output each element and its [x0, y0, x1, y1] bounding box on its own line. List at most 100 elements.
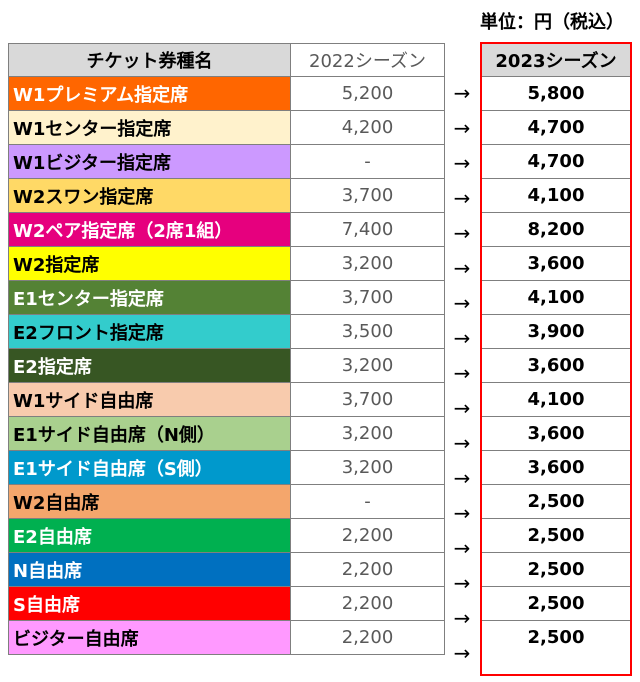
ticket-name-cell: E2指定席: [8, 348, 291, 383]
price-2022-cell: 5,200: [290, 76, 445, 111]
ticket-name-cell: E1サイド自由席（N側）: [8, 416, 291, 451]
ticket-price-table-2022: チケット券種名 2022シーズン W1プレミアム指定席 5,200 W1センター指定…: [8, 43, 445, 655]
table-row: W2ペア指定席（2席1組） 7,400: [8, 212, 445, 247]
ticket-name-cell: W1センター指定席: [8, 110, 291, 145]
price-2023-cell: 2,500: [482, 484, 630, 519]
arrow-icon: →: [453, 186, 471, 210]
table-row: 4,700: [482, 110, 630, 145]
table-row: W2指定席 3,200: [8, 246, 445, 281]
arrow-icon: →: [453, 81, 471, 105]
arrow-icon: →: [453, 396, 471, 420]
price-2023-cell: 4,100: [482, 178, 630, 213]
price-2023-cell: 5,800: [482, 76, 630, 111]
ticket-name-cell: W2自由席: [8, 484, 291, 519]
table-row: 8,200: [482, 212, 630, 247]
table-row: 2,500: [482, 620, 630, 654]
arrow-icon: →: [453, 536, 471, 560]
table-row: 3,900: [482, 314, 630, 349]
price-2023-cell: 8,200: [482, 212, 630, 247]
table-row: 5,800: [482, 76, 630, 111]
table-header-row: 2023シーズン: [482, 44, 630, 77]
price-2022-cell: 3,700: [290, 178, 445, 213]
price-2022-cell: 3,200: [290, 450, 445, 485]
table-row: E2フロント指定席 3,500: [8, 314, 445, 349]
table-row: 3,600: [482, 416, 630, 451]
table-row: W1プレミアム指定席 5,200: [8, 76, 445, 111]
table-row: 3,600: [482, 246, 630, 281]
table-row: 2,500: [482, 484, 630, 519]
price-2023-cell: 2,500: [482, 552, 630, 587]
ticket-name-cell: E1センター指定席: [8, 280, 291, 315]
unit-label: 単位：円（税込）: [480, 12, 624, 33]
price-2023-cell: 3,600: [482, 246, 630, 281]
price-2022-cell: 2,200: [290, 518, 445, 553]
table-row: 4,700: [482, 144, 630, 179]
ticket-name-cell: W2指定席: [8, 246, 291, 281]
ticket-name-cell: W1サイド自由席: [8, 382, 291, 417]
table-row: E1サイド自由席（N側） 3,200: [8, 416, 445, 451]
arrow-icon: →: [453, 571, 471, 595]
table-row: 3,600: [482, 450, 630, 485]
arrow-icon: →: [453, 431, 471, 455]
table-row: W1センター指定席 4,200: [8, 110, 445, 145]
table-row: 2,500: [482, 552, 630, 587]
price-2022-cell: 2,200: [290, 552, 445, 587]
price-2023-cell: 3,900: [482, 314, 630, 349]
arrow-icon: →: [453, 606, 471, 630]
arrow-icon: →: [453, 116, 471, 140]
table-row: W2スワン指定席 3,700: [8, 178, 445, 213]
table-row: W1ビジター指定席 -: [8, 144, 445, 179]
arrow-icon: →: [453, 256, 471, 280]
header-ticket-name: チケット券種名: [8, 43, 291, 77]
table-row: N自由席 2,200: [8, 552, 445, 587]
price-2022-cell: 3,700: [290, 382, 445, 417]
price-2023-cell: 2,500: [482, 586, 630, 621]
ticket-name-cell: W2ペア指定席（2席1組）: [8, 212, 291, 247]
ticket-price-table-2023: 2023シーズン 5,800 4,700 4,700 4,100 8,200 3,600 4…: [482, 44, 630, 654]
price-2022-cell: 3,200: [290, 416, 445, 451]
price-2022-cell: 2,200: [290, 586, 445, 621]
price-2023-cell: 4,700: [482, 144, 630, 179]
ticket-name-cell: E2自由席: [8, 518, 291, 553]
arrow-icon: →: [453, 466, 471, 490]
price-2023-cell: 3,600: [482, 348, 630, 383]
price-2022-cell: 3,500: [290, 314, 445, 349]
table-row: E2指定席 3,200: [8, 348, 445, 383]
table-row: E2自由席 2,200: [8, 518, 445, 553]
arrow-icon: →: [453, 326, 471, 350]
price-2023-cell: 4,100: [482, 382, 630, 417]
arrow-icon: →: [453, 221, 471, 245]
table-row: ビジター自由席 2,200: [8, 620, 445, 655]
table-row: 2,500: [482, 586, 630, 621]
table-row: 3,600: [482, 348, 630, 383]
ticket-name-cell: W2スワン指定席: [8, 178, 291, 213]
price-2022-cell: 4,200: [290, 110, 445, 145]
arrow-icon: →: [453, 641, 471, 665]
ticket-name-cell: S自由席: [8, 586, 291, 621]
header-2022-season: 2022シーズン: [290, 43, 445, 77]
table-row: 4,100: [482, 178, 630, 213]
arrow-icon: →: [453, 501, 471, 525]
table-row: 4,100: [482, 382, 630, 417]
price-2022-cell: -: [290, 144, 445, 179]
price-2022-cell: -: [290, 484, 445, 519]
table-header-row: チケット券種名 2022シーズン: [8, 43, 445, 77]
highlight-2023-box: [480, 42, 632, 676]
price-2022-cell: 3,700: [290, 280, 445, 315]
table-row: W2自由席 -: [8, 484, 445, 519]
table-row: E1センター指定席 3,700: [8, 280, 445, 315]
price-2023-cell: 2,500: [482, 518, 630, 553]
price-2022-cell: 2,200: [290, 620, 445, 655]
table-row: W1サイド自由席 3,700: [8, 382, 445, 417]
ticket-name-cell: E2フロント指定席: [8, 314, 291, 349]
price-2022-cell: 7,400: [290, 212, 445, 247]
price-2023-cell: 3,600: [482, 450, 630, 485]
table-row: S自由席 2,200: [8, 586, 445, 621]
price-2022-cell: 3,200: [290, 246, 445, 281]
ticket-name-cell: N自由席: [8, 552, 291, 587]
arrow-column: → → → → → → → → → → → → → → → → →: [444, 76, 480, 671]
ticket-name-cell: E1サイド自由席（S側）: [8, 450, 291, 485]
arrow-icon: →: [453, 291, 471, 315]
table-row: E1サイド自由席（S側） 3,200: [8, 450, 445, 485]
price-2023-cell: 4,100: [482, 280, 630, 315]
